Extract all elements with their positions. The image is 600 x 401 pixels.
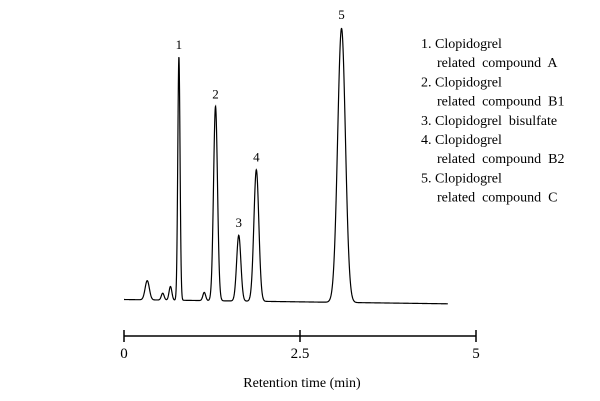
legend: 1. Clopidogrel related compound A 2. Clopi… — [421, 37, 565, 206]
legend-entry-4-line1: 4. Clopidogrel — [421, 133, 502, 148]
trace-group — [124, 27, 448, 305]
peak-label-3: 3 — [236, 215, 243, 230]
legend-entry-1-line1: 1. Clopidogrel — [421, 37, 502, 52]
peak-label-4: 4 — [253, 149, 260, 164]
legend-entry-2-line1: 2. Clopidogrel — [421, 75, 502, 90]
peak-label-5: 5 — [338, 7, 345, 22]
legend-entry-4-line2: related compound B2 — [437, 152, 565, 167]
legend-entry-1-line2: related compound A — [437, 56, 558, 71]
x-tick-label: 5 — [472, 346, 480, 362]
x-tick-label: 0 — [120, 346, 128, 362]
x-ticks: 0 2.5 5 — [120, 330, 480, 362]
peak-labels: 1 2 3 4 5 — [176, 7, 345, 230]
peak-label-1: 1 — [176, 37, 183, 52]
legend-entry-2-line2: related compound B1 — [437, 95, 565, 110]
x-tick-label: 2.5 — [291, 346, 310, 362]
legend-entry-3-line1: 3. Clopidogrel bisulfate — [421, 114, 557, 129]
legend-entry-5-line1: 5. Clopidogrel — [421, 171, 502, 186]
peak-label-2: 2 — [212, 86, 219, 101]
x-axis-title: Retention time (min) — [243, 376, 361, 391]
legend-entry-5-line2: related compound C — [437, 191, 558, 206]
chromatogram-trace — [124, 27, 448, 305]
